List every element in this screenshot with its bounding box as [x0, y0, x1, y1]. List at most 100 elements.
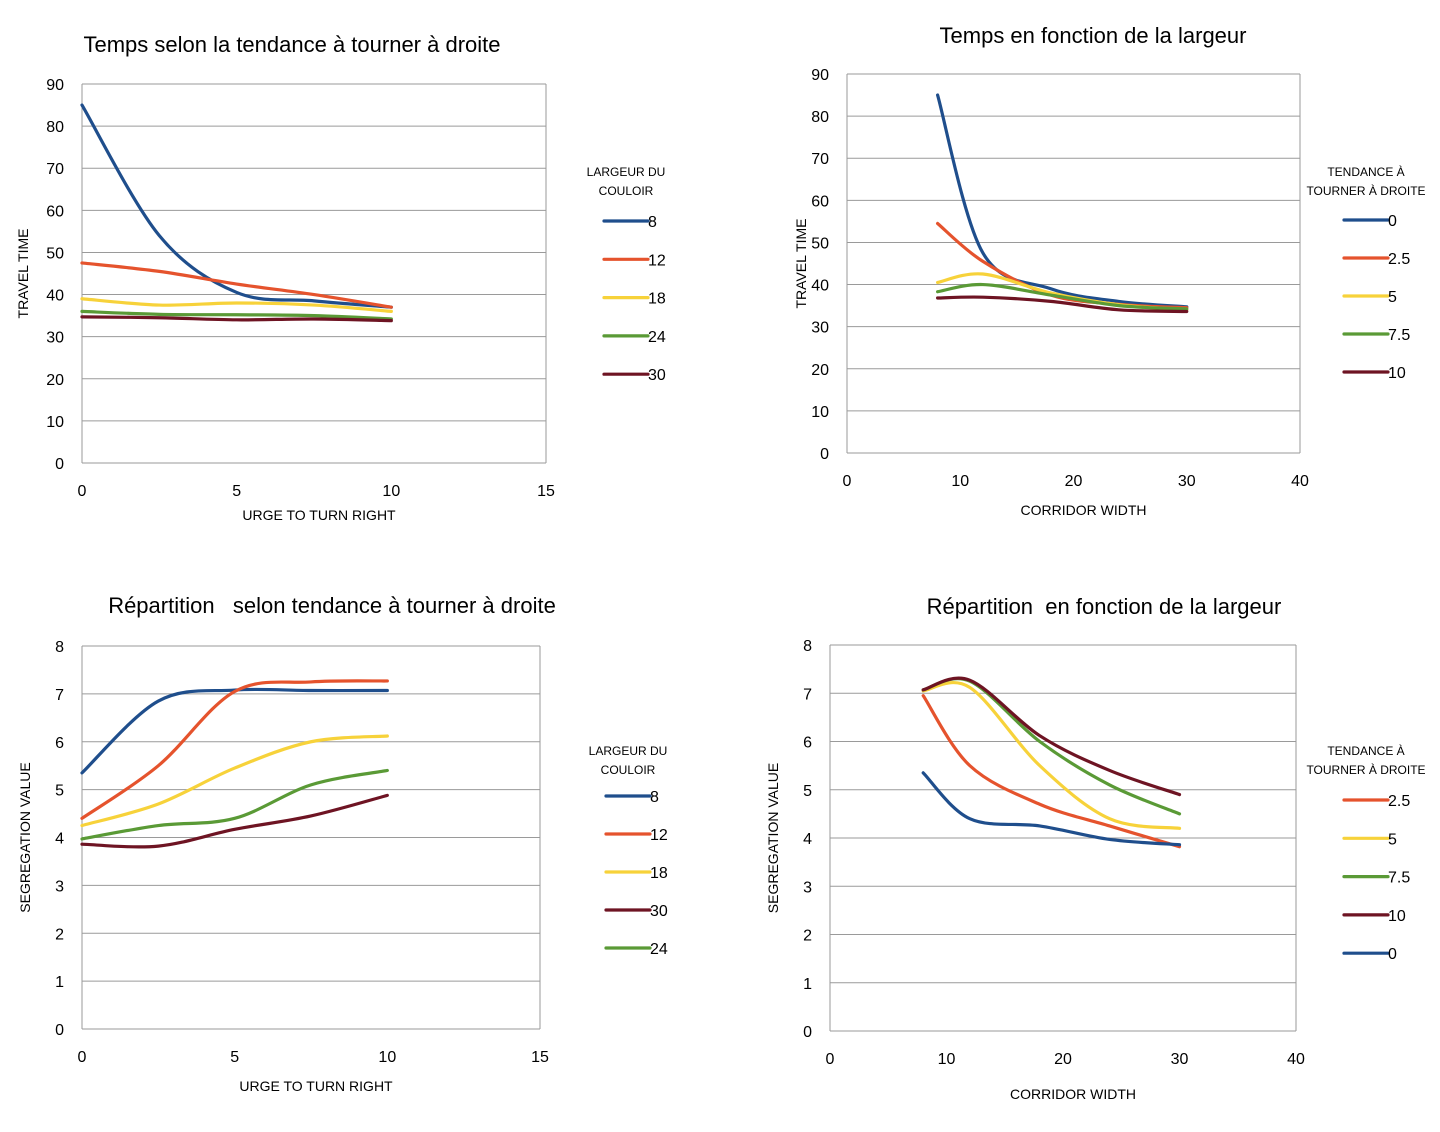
legend-label: 8 — [648, 214, 657, 231]
x-tick-label: 40 — [1287, 1051, 1305, 1068]
y-tick-label: 1 — [55, 974, 64, 991]
y-tick-label: 90 — [46, 77, 64, 94]
x-tick-label: 10 — [951, 473, 969, 490]
y-tick-label: 6 — [803, 735, 812, 752]
x-tick-label: 0 — [78, 483, 87, 500]
y-tick-label: 0 — [55, 1022, 64, 1039]
x-tick-label: 30 — [1171, 1051, 1189, 1068]
y-tick-label: 2 — [55, 926, 64, 943]
chart-segregation-vs-width: Répartition en fonction de la largeur 0 1 2… — [720, 563, 1440, 1132]
series-line-8 — [80, 687, 389, 775]
y-axis-label: SEGREGATION VALUE — [765, 763, 781, 913]
y-tick-label: 5 — [803, 783, 812, 800]
legend-label: 24 — [650, 941, 668, 958]
legend-label: 10 — [1388, 908, 1406, 925]
y-tick-label: 8 — [803, 638, 812, 655]
legend-title: COULOIR — [601, 763, 656, 777]
series-line-0 — [936, 93, 1189, 309]
y-tick-label: 4 — [803, 831, 812, 848]
legend-label: 0 — [1388, 213, 1397, 230]
legend-label: 18 — [650, 865, 668, 882]
chart-svg: Temps en fonction de la largeur 0 10 20 30 40… — [793, 23, 1426, 518]
y-tick-label: 3 — [55, 878, 64, 895]
x-axis-label: CORRIDOR WIDTH — [1021, 502, 1147, 518]
chart-title: Répartition selon tendance à tourner à d… — [108, 593, 556, 618]
legend-label: 7.5 — [1388, 870, 1410, 887]
x-axis-label: CORRIDOR WIDTH — [1010, 1086, 1136, 1102]
legend-label: 18 — [648, 291, 666, 308]
legend-title: TENDANCE À — [1327, 164, 1404, 179]
x-tick-label: 10 — [378, 1049, 396, 1066]
series-line-5 — [921, 681, 1182, 830]
y-tick-label: 30 — [46, 330, 64, 347]
y-tick-label: 0 — [803, 1024, 812, 1041]
legend-label: 10 — [1388, 365, 1406, 382]
series-line-7-5 — [936, 282, 1189, 311]
series-line-24 — [80, 768, 389, 841]
series-line-18 — [80, 734, 389, 828]
legend-label: 2.5 — [1388, 251, 1410, 268]
y-tick-label: 80 — [46, 119, 64, 136]
x-tick-label: 15 — [537, 483, 555, 500]
x-tick-label: 0 — [843, 473, 852, 490]
y-tick-label: 3 — [803, 879, 812, 896]
chart-svg: Répartition selon tendance à tourner à d… — [17, 593, 668, 1094]
y-tick-label: 30 — [811, 320, 829, 337]
series-line-30 — [80, 315, 393, 323]
y-tick-label: 4 — [55, 831, 64, 848]
x-tick-label: 20 — [1065, 473, 1083, 490]
legend-title: LARGEUR DU — [587, 165, 666, 179]
series-line-10 — [921, 676, 1182, 797]
chart-svg: Répartition en fonction de la largeur 0 1 2… — [765, 594, 1426, 1102]
x-tick-label: 20 — [1054, 1051, 1072, 1068]
y-tick-label: 5 — [55, 783, 64, 800]
series-line-7-5 — [921, 677, 1182, 816]
y-tick-label: 90 — [811, 67, 829, 84]
y-tick-label: 60 — [811, 193, 829, 210]
y-tick-label: 10 — [46, 414, 64, 431]
x-tick-label: 10 — [938, 1051, 956, 1068]
y-tick-label: 2 — [803, 928, 812, 945]
legend-label: 8 — [650, 789, 659, 806]
legend-label: 30 — [648, 367, 666, 384]
legend-label: 0 — [1388, 946, 1397, 963]
legend-label: 5 — [1388, 289, 1397, 306]
y-tick-label: 1 — [803, 976, 812, 993]
legend-label: 5 — [1388, 831, 1397, 848]
x-tick-label: 0 — [78, 1049, 87, 1066]
y-tick-label: 10 — [811, 404, 829, 421]
legend-title: TOURNER À DROITE — [1306, 183, 1425, 198]
legend-label: 12 — [650, 827, 668, 844]
legend-title: TOURNER À DROITE — [1306, 762, 1425, 777]
y-axis-label: TRAVEL TIME — [15, 229, 31, 319]
x-tick-label: 5 — [230, 1049, 239, 1066]
series-line-30 — [80, 793, 389, 849]
x-tick-label: 15 — [531, 1049, 549, 1066]
legend-title: LARGEUR DU — [589, 744, 668, 758]
y-tick-label: 40 — [46, 288, 64, 305]
y-tick-label: 7 — [803, 686, 812, 703]
y-tick-label: 70 — [811, 151, 829, 168]
legend-title: COULOIR — [599, 184, 654, 198]
x-axis-label: URGE TO TURN RIGHT — [242, 507, 396, 523]
chart-svg: Temps selon la tendance à tourner à droi… — [15, 32, 666, 523]
series-line-24 — [80, 309, 393, 321]
x-tick-label: 0 — [826, 1051, 835, 1068]
series-line-2-5 — [921, 694, 1182, 849]
legend-label: 2.5 — [1388, 793, 1410, 810]
x-tick-label: 5 — [232, 483, 241, 500]
series-line-10 — [936, 295, 1189, 314]
legend-label: 30 — [650, 903, 668, 920]
chart-travel-time-vs-urge: Temps selon la tendance à tourner à droi… — [0, 0, 720, 568]
y-tick-label: 70 — [46, 161, 64, 178]
legend-label: 12 — [648, 252, 666, 269]
legend-title: TENDANCE À — [1327, 743, 1404, 758]
y-tick-label: 7 — [55, 687, 64, 704]
x-tick-label: 10 — [382, 483, 400, 500]
series-line-12 — [80, 261, 393, 309]
legend-label: 7.5 — [1388, 327, 1410, 344]
chart-title: Temps en fonction de la largeur — [940, 23, 1247, 48]
x-tick-label: 40 — [1291, 473, 1309, 490]
y-tick-label: 8 — [55, 639, 64, 656]
chart-segregation-vs-urge: Répartition selon tendance à tourner à d… — [0, 563, 720, 1132]
